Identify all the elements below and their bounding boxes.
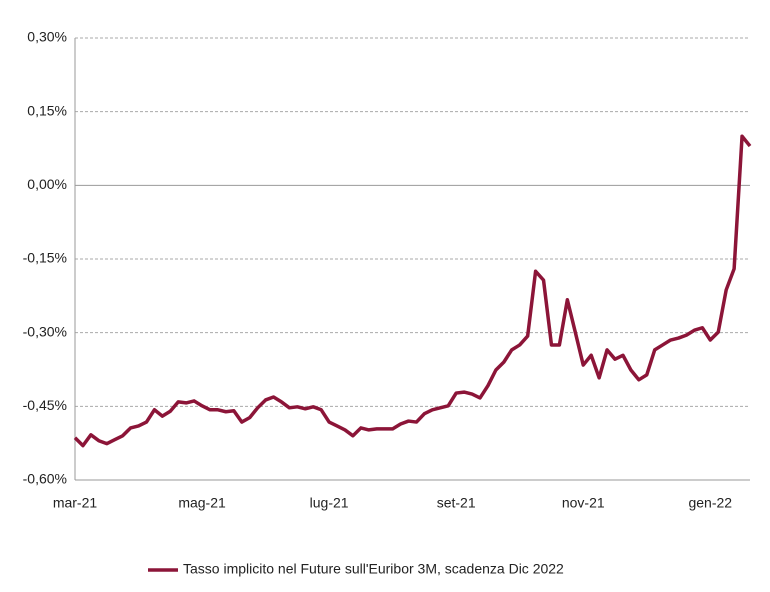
x-tick-label: mar-21 bbox=[53, 495, 98, 511]
x-tick-label: gen-22 bbox=[688, 495, 732, 511]
x-tick-label: nov-21 bbox=[562, 495, 605, 511]
x-tick-label: mag-21 bbox=[178, 495, 226, 511]
y-tick-label: -0,15% bbox=[23, 250, 67, 266]
y-tick-label: -0,30% bbox=[23, 323, 67, 339]
legend-label: Tasso implicito nel Future sull'Euribor … bbox=[183, 561, 564, 577]
y-tick-label: -0,60% bbox=[23, 471, 67, 487]
data-line bbox=[73, 134, 752, 448]
y-tick-label: 0,15% bbox=[27, 102, 67, 118]
x-tick-label: lug-21 bbox=[310, 495, 349, 511]
y-tick-label: 0,30% bbox=[27, 29, 67, 45]
y-tick-label: 0,00% bbox=[27, 176, 67, 192]
y-tick-label: -0,45% bbox=[23, 397, 67, 413]
x-tick-label: set-21 bbox=[437, 495, 476, 511]
